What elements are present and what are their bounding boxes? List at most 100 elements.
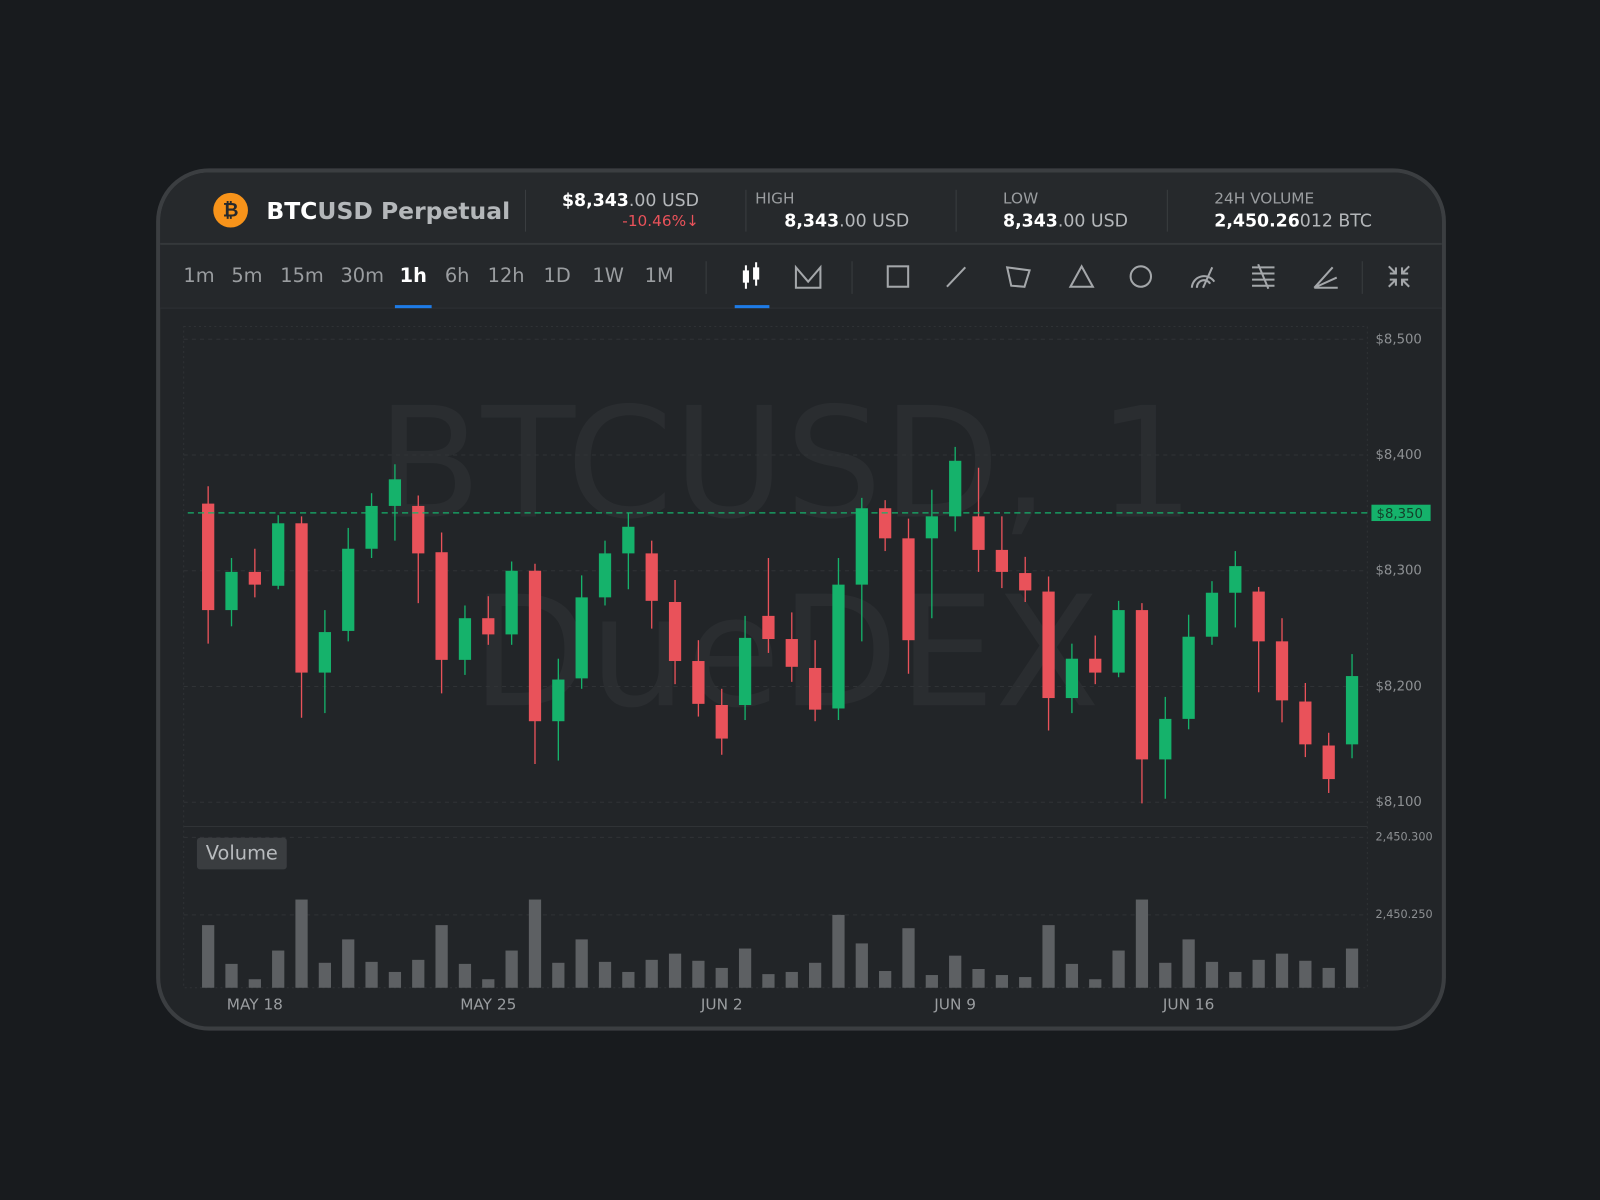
candle-body [995, 549, 1008, 572]
icon-part [753, 267, 760, 280]
volume-bar [808, 962, 822, 988]
candle-body [435, 552, 448, 660]
candle-body [1019, 573, 1032, 591]
active-indicator [734, 305, 770, 309]
timeframe[interactable]: 15m [280, 264, 324, 287]
timeframe[interactable]: 1D [544, 264, 571, 287]
candle-body [949, 460, 962, 517]
volume-bar [1229, 971, 1242, 988]
candle-body [1275, 641, 1289, 701]
line-tool[interactable] [946, 266, 967, 288]
volume-bar [1275, 953, 1289, 988]
volume-bar [1042, 925, 1055, 988]
candle-body [1112, 610, 1125, 673]
timeframe[interactable]: 6h [445, 264, 470, 287]
x-tick-label: MAY 25 [460, 996, 516, 1014]
candle-body [785, 639, 798, 667]
volume-bar [855, 943, 868, 988]
volume-bar [762, 974, 775, 988]
header-bar [160, 172, 1442, 243]
y-tick-label: 2,450.250 [1376, 908, 1433, 921]
y-tick-label: $8,500 [1376, 332, 1422, 347]
circle-tool[interactable] [1129, 265, 1153, 288]
volume-bar [248, 979, 261, 988]
volume-bar [995, 975, 1008, 988]
x-tick-label: MAY 18 [227, 996, 283, 1014]
area-tool[interactable] [794, 264, 822, 289]
stat-label: HIGH [755, 189, 794, 207]
price-change: -10.46%↓ [622, 212, 699, 230]
candle-body [925, 516, 938, 539]
stat-value: 8,343.00 USD [1003, 211, 1128, 231]
candle-body [832, 584, 845, 709]
coin-icon [213, 192, 248, 228]
symbol-rest: USD Perpetual [317, 197, 510, 225]
timeframe[interactable]: 5m [231, 264, 262, 287]
stat-value: 2,450.26012 BTC [1214, 211, 1372, 231]
candles-tool[interactable] [742, 262, 760, 289]
symbol-base: BTC [266, 197, 317, 225]
volume-bar [785, 971, 798, 988]
collapse-tool[interactable] [1388, 265, 1410, 288]
candle-body [388, 479, 402, 506]
active-indicator [394, 305, 432, 309]
candle-body [1182, 636, 1195, 719]
volume-bar [295, 899, 308, 988]
stat-rest: .00 USD [1058, 211, 1128, 231]
candle-body [1159, 718, 1172, 760]
candle-body [738, 637, 752, 706]
rect-tool[interactable] [886, 265, 910, 288]
candle-body [528, 570, 542, 722]
candle-body [1322, 745, 1335, 780]
x-tick-label: JUN 9 [933, 996, 976, 1014]
volume-bar [1252, 959, 1265, 988]
candle-body [248, 571, 261, 585]
candle-body [1135, 610, 1149, 760]
volume-bar [692, 960, 705, 988]
y-tick-label: $8,100 [1376, 795, 1422, 810]
candle-body [692, 661, 705, 704]
candle-body [1042, 591, 1055, 699]
polygon-tool[interactable] [1005, 266, 1031, 288]
volume-bar [902, 928, 915, 988]
timeframe[interactable]: 30m [340, 264, 384, 287]
volume-bar [738, 948, 752, 988]
triangle-tool[interactable] [1068, 264, 1095, 288]
timeframe[interactable]: 1m [183, 264, 214, 287]
candle-body [972, 516, 985, 550]
candle-body [272, 523, 285, 586]
volume-bar [435, 925, 448, 988]
stat-value: 8,343.00 USD [784, 211, 909, 231]
volume-bar [668, 953, 682, 988]
fan-tool[interactable] [1313, 266, 1338, 289]
candle-body [342, 548, 355, 631]
pane-border [183, 326, 1368, 989]
timeframe[interactable]: 12h [488, 264, 525, 287]
timeframe[interactable]: 1h [400, 264, 427, 287]
volume-bar [1299, 960, 1312, 988]
candle-body [1345, 676, 1359, 745]
last-price-label: $8,350 [1377, 507, 1423, 522]
y-tick-label: 2,450.300 [1376, 830, 1433, 843]
candle-body [552, 679, 565, 722]
volume-bar [365, 961, 378, 988]
volume-bar [388, 971, 402, 988]
volume-bar [1135, 899, 1149, 988]
timeframe[interactable]: 1M [645, 264, 674, 287]
fib-arc-tool[interactable] [1190, 266, 1216, 289]
candle-body [202, 503, 215, 611]
timeframe[interactable]: 1W [592, 264, 623, 287]
volume-bar [1159, 962, 1172, 988]
volume-bar [1322, 967, 1335, 988]
stat-label: LOW [1003, 189, 1038, 207]
volume-bar [1089, 979, 1102, 988]
fib-tool[interactable] [1252, 263, 1275, 290]
candle-body [1299, 701, 1312, 745]
volume-bar [575, 939, 588, 988]
volume-bar [832, 914, 845, 988]
candle-body [482, 618, 495, 635]
pane-label-bg [196, 837, 287, 870]
symbol[interactable]: BTCUSD Perpetual [266, 197, 510, 225]
stat-main: 8,343 [784, 211, 839, 231]
